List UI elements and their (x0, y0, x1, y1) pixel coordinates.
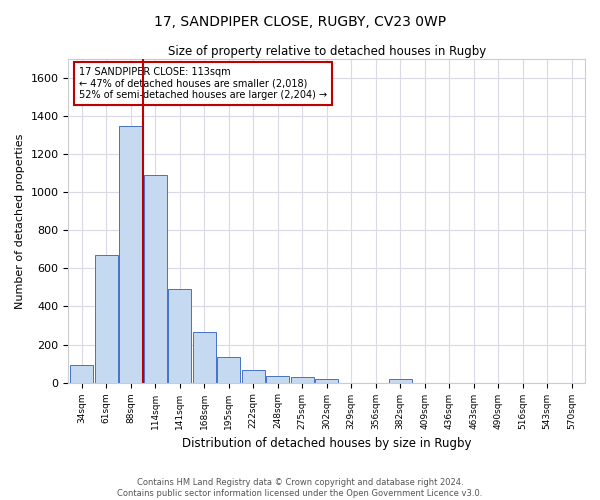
Bar (217, 357, 241, 382)
Bar (119, 126, 142, 382)
X-axis label: Distribution of detached houses by size in Rugby: Distribution of detached houses by size … (182, 437, 472, 450)
Text: Contains HM Land Registry data © Crown copyright and database right 2024.
Contai: Contains HM Land Registry data © Crown c… (118, 478, 482, 498)
Bar (70, 366, 94, 382)
Title: Size of property relative to detached houses in Rugby: Size of property relative to detached ho… (167, 45, 486, 58)
Bar (193, 332, 216, 382)
Bar (315, 379, 338, 382)
Bar (290, 377, 314, 382)
Text: 17 SANDPIPER CLOSE: 113sqm
← 47% of detached houses are smaller (2,018)
52% of s: 17 SANDPIPER CLOSE: 113sqm ← 47% of deta… (79, 68, 327, 100)
Bar (266, 376, 289, 382)
Bar (95, 255, 118, 382)
Bar (389, 379, 412, 382)
Bar (242, 370, 265, 382)
Bar (168, 290, 191, 382)
Text: 17, SANDPIPER CLOSE, RUGBY, CV23 0WP: 17, SANDPIPER CLOSE, RUGBY, CV23 0WP (154, 15, 446, 29)
Y-axis label: Number of detached properties: Number of detached properties (15, 133, 25, 308)
Bar (143, 175, 167, 382)
